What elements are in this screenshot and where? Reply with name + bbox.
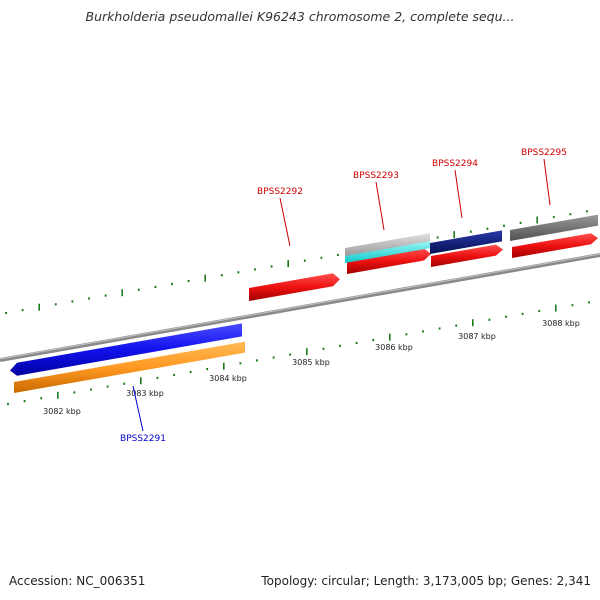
cds-bpss2293[interactable]	[347, 248, 431, 275]
cds-bpss2291[interactable]	[10, 323, 242, 376]
gene-labels: BPSS2291 BPSS2292 BPSS2293 BPSS2294 BPSS2295	[120, 148, 567, 444]
gene-leader-line	[543, 158, 551, 206]
gene-leader-line	[454, 169, 463, 219]
map-title: Burkholderia pseudomallei K96243 chromos…	[85, 9, 515, 24]
cds-bpss2295[interactable]	[512, 233, 598, 258]
gene-label-bpss2293[interactable]: BPSS2293	[353, 171, 399, 181]
gene-label-bpss2291[interactable]: BPSS2291	[120, 434, 166, 444]
genome-backbone-highlight	[0, 253, 600, 360]
scale-label: 3086 kbp	[375, 343, 413, 352]
gene-label-bpss2295[interactable]: BPSS2295	[521, 148, 567, 158]
scale-labels: 3082 kbp 3083 kbp 3084 kbp 3085 kbp 3086 kbp…	[43, 319, 580, 416]
gene-label-bpss2292[interactable]: BPSS2292	[257, 187, 303, 197]
scale-label: 3084 kbp	[209, 374, 247, 383]
feature-darkgray[interactable]	[510, 214, 598, 241]
feature-lightgray[interactable]	[345, 233, 430, 256]
gene-leader-line	[132, 385, 144, 432]
feature-layer	[10, 214, 598, 393]
tick-track-forward	[5, 210, 588, 315]
accession-label: Accession: NC_006351	[9, 574, 146, 588]
gene-label-bpss2294[interactable]: BPSS2294	[432, 159, 478, 169]
scale-label: 3082 kbp	[43, 407, 81, 416]
scale-label: 3083 kbp	[126, 389, 164, 398]
scale-label: 3087 kbp	[458, 332, 496, 341]
cds-bpss2294[interactable]	[431, 244, 503, 267]
feature-cyan[interactable]	[345, 240, 430, 263]
tick-track-scale	[7, 301, 590, 406]
gene-leader-line	[375, 181, 385, 231]
gene-leader-line	[279, 197, 291, 247]
genome-summary: Topology: circular; Length: 3,173,005 bp…	[261, 574, 591, 588]
gene-bpss2291[interactable]	[14, 341, 245, 393]
feature-navy[interactable]	[430, 230, 502, 254]
scale-label: 3088 kbp	[542, 319, 580, 328]
genome-backbone	[0, 253, 600, 362]
cds-bpss2292[interactable]	[249, 273, 340, 301]
scale-label: 3085 kbp	[292, 358, 330, 367]
